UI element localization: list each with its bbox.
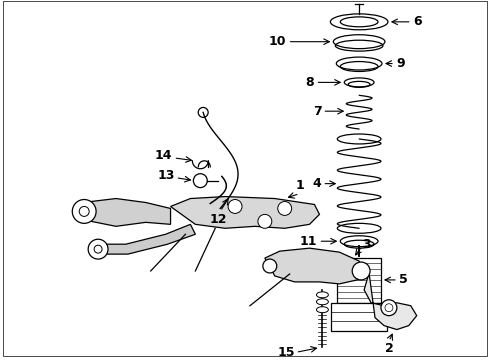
Polygon shape [265, 248, 364, 284]
Circle shape [352, 262, 370, 280]
Text: 2: 2 [385, 342, 393, 355]
Ellipse shape [344, 78, 374, 87]
Text: 7: 7 [313, 105, 321, 118]
Circle shape [88, 239, 108, 259]
Ellipse shape [317, 307, 328, 313]
Text: 15: 15 [277, 346, 294, 359]
Ellipse shape [330, 14, 388, 30]
Text: 11: 11 [300, 235, 318, 248]
Text: 3: 3 [362, 238, 371, 251]
Circle shape [258, 215, 272, 228]
Text: 13: 13 [157, 169, 174, 182]
Text: 14: 14 [155, 149, 172, 162]
Text: 8: 8 [305, 76, 314, 89]
Circle shape [228, 199, 242, 213]
Ellipse shape [317, 292, 328, 298]
Text: 4: 4 [313, 177, 321, 190]
Circle shape [263, 259, 277, 273]
Text: 12: 12 [209, 213, 227, 226]
Polygon shape [364, 273, 416, 329]
Bar [331, 303, 387, 330]
Circle shape [278, 202, 292, 215]
Ellipse shape [340, 236, 378, 247]
Ellipse shape [336, 57, 382, 70]
Text: 10: 10 [268, 35, 286, 48]
Text: 6: 6 [414, 15, 422, 28]
Circle shape [73, 199, 96, 223]
Bar [337, 258, 381, 303]
Polygon shape [96, 224, 196, 254]
Text: 5: 5 [399, 274, 408, 287]
Circle shape [381, 300, 397, 316]
Text: 9: 9 [397, 57, 406, 70]
Ellipse shape [333, 35, 385, 49]
Text: 1: 1 [295, 179, 304, 192]
Polygon shape [81, 198, 171, 226]
Polygon shape [171, 197, 319, 228]
Ellipse shape [317, 299, 328, 305]
